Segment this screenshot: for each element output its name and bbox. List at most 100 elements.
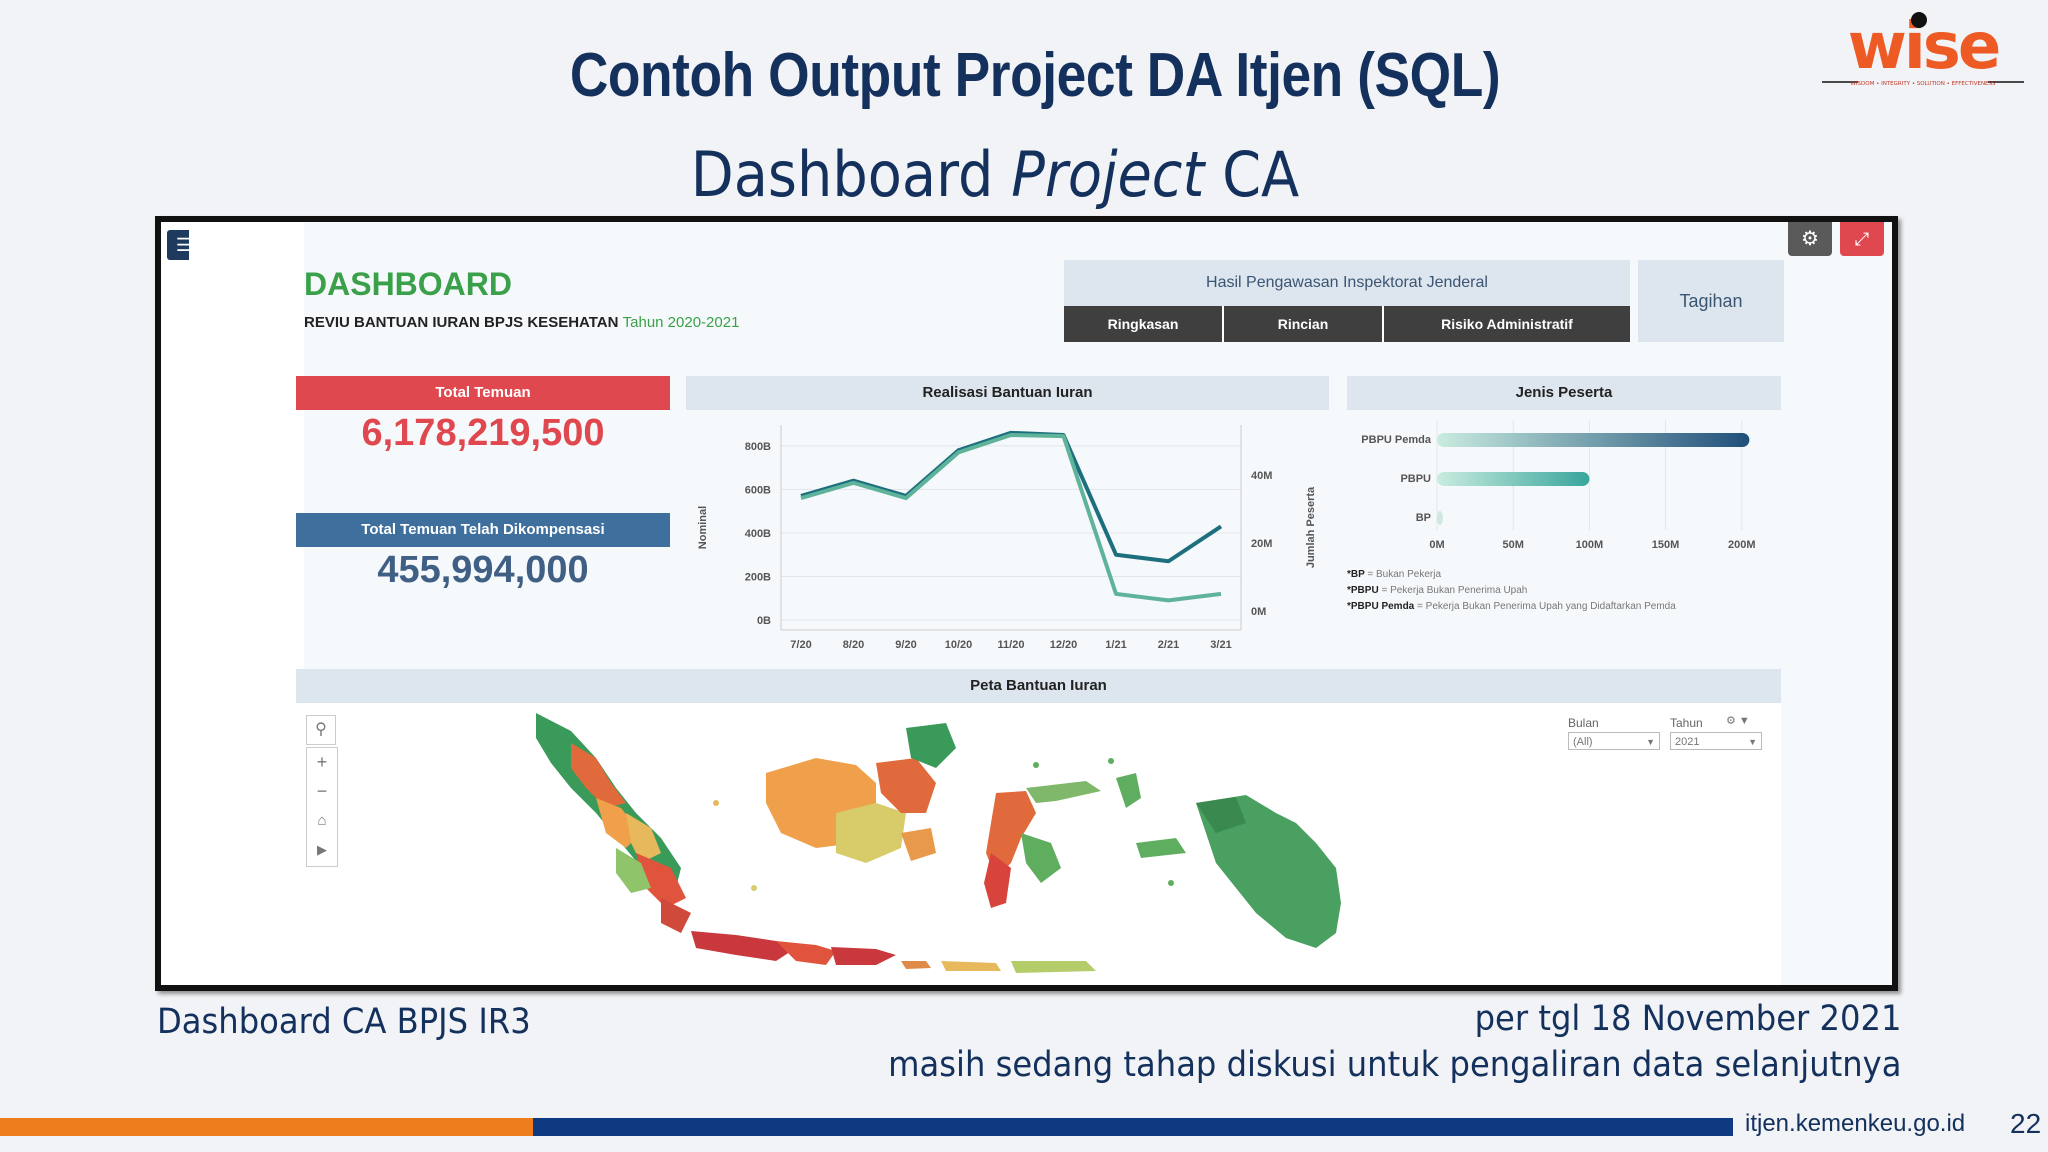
x-tick-label: 50M [1502,539,1523,551]
dashboard-subtitle-year: Tahun 2020-2021 [622,314,740,331]
y2-tick-label: 20M [1251,538,1272,550]
bar-0 [1437,433,1750,447]
zoom-in-icon[interactable]: + [316,752,328,772]
y-tick-label: 0B [757,615,771,627]
nav-button-risiko[interactable]: Risiko Administratif [1384,306,1630,342]
bar-chart-title: Jenis Peserta [1347,376,1781,410]
legend-note-text: = Pekerja Bukan Penerima Upah yang Didaf… [1417,601,1676,612]
map-region-ntb [941,961,1001,971]
map-region-gorontalo [1026,781,1101,803]
dashboard-canvas: ☰ DASHBOARD REVIU BANTUAN IURAN BPJS KES… [161,222,1892,985]
map-title: Peta Bantuan Iuran [296,669,1781,703]
dashboard-subtitle-text: REVIU BANTUAN IURAN BPJS KESEHATAN [304,314,619,331]
page-number: 22 [2010,1108,2042,1139]
bar-2 [1437,511,1443,525]
y-tick-label: 200B [745,571,771,583]
nav-button-ringkasan[interactable]: Ringkasan [1064,306,1224,342]
legend-note: *PBPU = Pekerja Bukan Penerima Upah [1347,585,1527,596]
map-region-west-papua [1196,797,1246,833]
dashboard-title: DASHBOARD [304,266,512,302]
map-region-lampung [661,898,691,933]
nav-header: Hasil Pengawasan Inspektorat Jenderal [1064,260,1630,306]
dashboard-subtitle: REVIU BANTUAN IURAN BPJS KESEHATAN Tahun… [304,314,739,331]
home-icon[interactable]: ⌂ [317,812,327,829]
map-zoom-controls: + − ⌂ ▶ [306,747,338,867]
map-island [713,800,719,806]
footer-bar-blue [533,1118,1733,1136]
tagihan-button[interactable]: Tagihan [1638,260,1784,342]
map-region-southeast-sulawesi [1021,833,1061,883]
map-region-north-maluku [1116,773,1141,808]
subtitle-part-2: Project [1011,138,1205,211]
subtitle-part-3: CA [1222,138,1300,211]
zoom-out-icon[interactable]: − [316,781,328,801]
nav-button-rincian[interactable]: Rincian [1224,306,1384,342]
slide-title: Contoh Output Project DA Itjen (SQL) [569,41,1501,110]
side-panel [189,222,304,985]
slide-subtitle: Dashboard Project CA [100,138,1891,211]
map-region-north-sumatra [571,743,626,808]
settings-icon[interactable]: ⚙ [1788,222,1832,256]
x-tick-label: 10/20 [945,639,973,651]
y-axis-label: Nominal [697,506,709,549]
map-island [1108,758,1114,764]
caption-right: per tgl 18 November 2021 masih sedang ta… [888,996,1901,1088]
expand-icon[interactable]: ⤢ [1840,222,1884,256]
map-region-south-kalimantan [901,828,936,861]
caption-right-line-1: per tgl 18 November 2021 [1474,999,1901,1039]
wise-logo: wise WISDOM • INTEGRITY • SOLUTION • EFF… [1822,10,2024,87]
tahun-select-value: 2021 [1675,736,1700,748]
bar-category-label: PBPU Pemda [1361,434,1432,446]
x-tick-label: 9/20 [895,639,916,651]
play-icon[interactable]: ▶ [317,842,327,857]
map-region-papua [1196,795,1341,948]
map-region-south-sumatra [636,853,686,908]
map-region-north-kalimantan [906,723,956,768]
line-chart-title: Realisasi Bantuan Iuran [686,376,1329,410]
map-region-central-sulawesi [986,791,1036,878]
map-region-central-kalimantan [836,803,906,863]
x-tick-label: 12/20 [1050,639,1078,651]
x-tick-label: 3/21 [1210,639,1231,651]
bar-category-label: BP [1416,512,1431,524]
legend-note: *BP = Bukan Pekerja [1347,569,1441,580]
filter-icon[interactable]: ⚙ ▼ [1726,715,1750,727]
legend-note-key: *BP [1347,569,1367,580]
y2-tick-label: 0M [1251,606,1266,618]
legend-note-text: = Pekerja Bukan Penerima Upah [1381,585,1527,596]
kpi-total-temuan-value: 6,178,219,500 [361,412,605,454]
svg-text:WISDOM • INTEGRITY • SOLUTION: WISDOM • INTEGRITY • SOLUTION • EFFECTIV… [1850,81,1996,87]
map-region-riau [626,813,661,863]
tahun-select[interactable]: 2021 ▼ [1670,732,1762,750]
footer-url: itjen.kemenkeu.go.id [1745,1110,1966,1137]
bulan-select[interactable]: (All) ▼ [1568,732,1660,750]
map-region-east-kalimantan [876,758,936,813]
caption-right-line-2: masih sedang tahap diskusi untuk pengali… [887,1045,1901,1085]
x-tick-label: 7/20 [790,639,811,651]
legend-note: *PBPU Pemda = Pekerja Bukan Penerima Upa… [1347,601,1676,612]
kpi-kompensasi-label: Total Temuan Telah Dikompensasi [296,513,670,547]
x-tick-label: 11/20 [998,639,1025,651]
map-region-bali [901,961,931,969]
chevron-down-icon: ▼ [1646,737,1655,747]
map-search-icon[interactable]: ⚲ [306,715,336,745]
series-line-1 [800,433,1222,603]
kpi-kompensasi-value: 455,994,000 [377,549,589,591]
map-region-central-java [776,941,836,965]
x-tick-label: 150M [1652,539,1680,551]
bar-chart-panel: Jenis Peserta 0M 50M 100M 150M 200M PBPU Pemd… [1347,376,1781,653]
legend-note-text: = Bukan Pekerja [1367,569,1441,580]
map-island [751,885,757,891]
map-region-west-java [691,931,796,961]
x-tick-label: 0M [1429,539,1444,551]
map-panel: Peta Bantuan Iuran ⚲ + − ⌂ ▶ Bulan (All)… [296,669,1781,985]
line-chart-panel: Realisasi Bantuan Iuran 0B 200B 400B 600B 80… [686,376,1329,653]
legend-note-key: *PBPU Pemda [1347,601,1417,612]
y-tick-label: 400B [745,528,771,540]
y2-axis-label: Jumlah Peserta [1305,486,1317,568]
map-region-jambi [616,848,651,893]
left-gutter [161,222,191,985]
y-tick-label: 800B [745,441,771,453]
x-tick-label: 200M [1728,539,1756,551]
map-island [1168,880,1174,886]
